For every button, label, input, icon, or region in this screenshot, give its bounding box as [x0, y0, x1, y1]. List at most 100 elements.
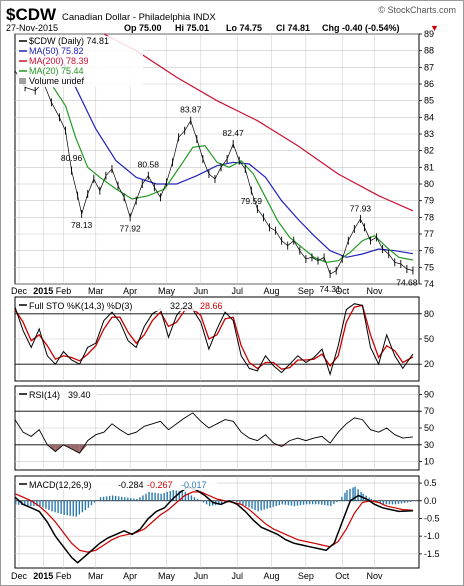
macd-signal-value: -0.267 [147, 480, 173, 490]
sto-tick-label: 20 [424, 359, 434, 369]
sto-d-line [14, 304, 414, 370]
macd-hist-bar [133, 498, 135, 501]
sto-legend-box [17, 299, 255, 311]
macd-hist-bar [99, 497, 102, 501]
macd-hist-bar [145, 493, 147, 501]
x-tick-label: Apr [123, 286, 137, 296]
x-tick-label: Sep [298, 571, 314, 581]
rsi-tick-label: 70 [424, 406, 434, 416]
price-tick-label: 81 [424, 162, 434, 172]
x-tick-label: 2015 [33, 571, 53, 581]
macd-hist-bar [287, 500, 290, 506]
x-tick-label: Jul [231, 286, 243, 296]
x-tick-label: Sep [298, 286, 314, 296]
macd-hist-bar [406, 500, 409, 503]
price-tick-label: 78 [424, 212, 434, 222]
macd-hist-bar [69, 500, 71, 516]
header-date: 27-Nov-2015 [6, 23, 58, 33]
macd-hist-bar [321, 500, 323, 505]
macd-label: MACD(12,26,9) [29, 480, 92, 490]
macd-hist-bar [172, 490, 174, 501]
macd-panel-border [14, 475, 420, 569]
x-tick-label: Aug [264, 571, 280, 581]
macd-hist-bar [54, 500, 56, 513]
macd-hist-bar [72, 500, 74, 517]
price-tick-label: 77 [424, 229, 434, 239]
macd-hist-bar [151, 492, 153, 501]
rsi-value: 39.40 [68, 390, 91, 400]
price-annotation-label: 74.68 [396, 278, 418, 288]
macd-hist-bar [330, 500, 332, 507]
bottom-x-axis: Dec 2015 Feb Mar Apr May Jun Jul Aug Sep Oct Nov [11, 571, 383, 581]
macd-hist-bar [169, 491, 171, 501]
macd-hist-bar [272, 500, 274, 507]
sto-tick-label: 80 [424, 309, 434, 319]
x-tick-label: May [158, 286, 176, 296]
macd-hist-bar [305, 500, 308, 505]
macd-hist-bar [166, 491, 168, 501]
header-open: Op 75.00 [124, 23, 162, 33]
macd-hist-bar [78, 500, 81, 515]
rsi-tick-label: 90 [424, 389, 434, 399]
macd-hist-bar [346, 490, 348, 501]
x-tick-label: May [158, 571, 176, 581]
x-tick-label: Mar [88, 571, 104, 581]
header-low: Lo 74.75 [226, 23, 262, 33]
macd-legend-box [17, 478, 217, 490]
macd-hist-bar [42, 500, 44, 508]
price-tick-label: 83 [424, 129, 434, 139]
macd-hist-bar [193, 497, 196, 501]
legend-ma20: MA(20) 75.44 [29, 66, 84, 76]
price-tick-label: 79 [424, 196, 434, 206]
macd-hist-bar [266, 500, 268, 509]
legend-price: $CDW (Daily) 74.81 [29, 36, 109, 46]
ma50-line [54, 47, 413, 258]
macd-hist-bar [121, 496, 123, 501]
macd-hist-bar [314, 500, 317, 505]
macd-hist-bar [403, 500, 406, 503]
x-tick-label: 2015 [33, 286, 53, 296]
price-annotation-label: 80.96 [61, 153, 83, 163]
sto-series-group [14, 303, 414, 377]
macd-hist-bar [385, 500, 388, 505]
macd-hist-bar [296, 500, 299, 506]
sto-y-axis: 20 50 80 [419, 309, 434, 369]
macd-hist-bar [394, 500, 397, 505]
macd-hist-bar [66, 500, 68, 516]
macd-hist-bar [36, 500, 38, 507]
price-annotation-label: 80.58 [138, 159, 160, 169]
macd-hist-bar [236, 500, 238, 503]
macd-hist-bar [354, 486, 356, 501]
macd-hist-bar [105, 496, 108, 501]
x-tick-label: Feb [56, 286, 72, 296]
rsi-tick-label: 50 [424, 423, 434, 433]
macd-value: -0.284 [118, 480, 144, 490]
macd-hist-bar [102, 496, 105, 501]
header-close: Cl 74.81 [276, 23, 310, 33]
price-y-axis: 74 75 76 77 78 79 80 81 82 83 84 85 86 87 88 89 [419, 29, 434, 289]
x-tick-label: Dec [11, 571, 28, 581]
macd-tick-label: -1.0 [424, 531, 440, 541]
rsi-line [14, 412, 413, 454]
x-tick-label: Oct [335, 571, 350, 581]
watermark: © StockCharts.com [378, 5, 456, 15]
macd-hist-bar [218, 500, 220, 505]
macd-hist-bar [344, 492, 346, 501]
macd-hist-bar [242, 500, 244, 505]
price-annotations: 80.96 78.13 80.58 77.92 83.87 82.47 79.59 77.93… [61, 105, 418, 294]
macd-hist-bar [111, 495, 114, 501]
macd-tick-label: -0.5 [424, 513, 440, 523]
macd-hist-bar [184, 491, 187, 501]
price-annotation-label: 78.13 [71, 220, 93, 230]
macd-hist-bar [15, 500, 17, 505]
macd-hist-bar [93, 500, 96, 503]
price-tick-label: 80 [424, 179, 434, 189]
macd-hist-bar [211, 500, 214, 506]
macd-hist-bar [341, 496, 343, 501]
macd-hist-value: -0.017 [181, 480, 207, 490]
x-tick-label: Nov [367, 286, 384, 296]
macd-hist-bar [81, 500, 84, 513]
x-tick-label: Aug [264, 286, 280, 296]
macd-hist-bar [352, 487, 354, 501]
macd-hist-bar [127, 497, 129, 501]
